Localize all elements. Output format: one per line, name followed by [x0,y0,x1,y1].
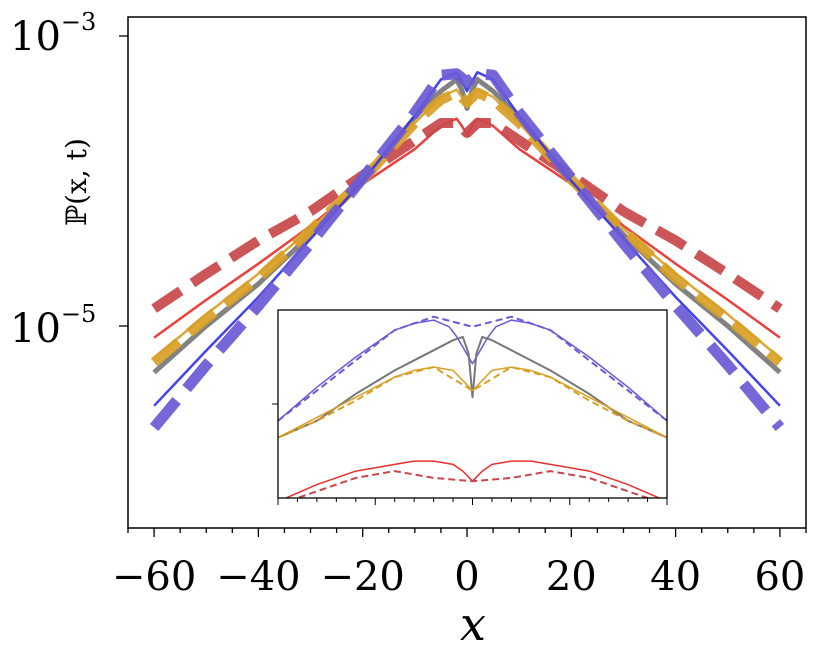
svg-text:10−3: 10−3 [10,8,96,60]
x-tick-label: −40 [216,554,300,600]
series-layer [149,68,785,432]
x-tick-label: 40 [650,554,701,600]
x-tick-label: 60 [754,554,805,600]
y-tick-label-bottom: 10−5 [10,300,96,352]
inset-series-line-red-dashed [294,470,651,498]
series-line-blue-dashed [149,68,785,432]
inset-background [278,310,667,498]
x-tick-label: 0 [454,554,479,600]
axes: −60 −40 −20 0 20 40 60 [112,16,807,600]
y-tick-label-top: 10−3 [10,8,96,60]
y-tick-bottom-exp: −5 [61,300,96,328]
x-tick-label: −20 [320,554,404,600]
x-tick-label: −60 [112,554,196,600]
inset-series-line-gold-dashed [278,366,667,439]
inset [272,309,668,505]
y-tick-top-exp: −3 [61,8,96,36]
inset-series-line-blue-dashed [278,315,667,422]
y-axis-label: ℙ(x, t) [60,138,93,226]
series-line-red-dashed [151,118,783,313]
y-tick-bottom-base: 10 [10,306,61,352]
inset-series-line-gold-solid [278,366,667,439]
x-axis-label: x [460,597,486,651]
svg-text:10−5: 10−5 [10,300,96,352]
x-tick-label: 20 [546,554,597,600]
inset-series-line-gray-solid [278,335,667,439]
y-tick-top-base: 10 [10,14,61,60]
inset-series-layer [278,315,667,498]
series-line-gold-dashed [150,87,784,367]
